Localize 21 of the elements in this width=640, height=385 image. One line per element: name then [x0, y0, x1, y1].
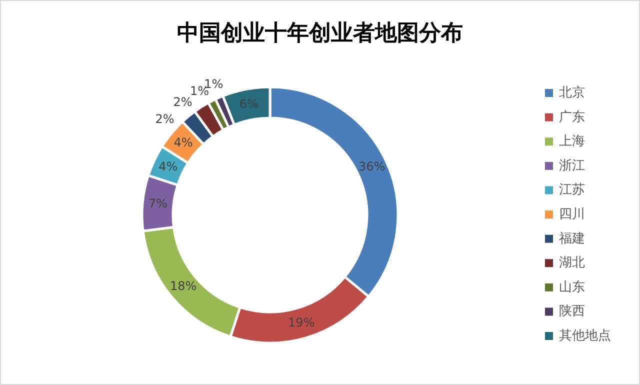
- legend-label: 江苏: [559, 182, 585, 198]
- legend-label: 山东: [559, 280, 585, 295]
- legend-label: 湖北: [559, 256, 585, 271]
- legend-label: 陕西: [559, 304, 585, 320]
- legend-label: 上海: [559, 134, 585, 150]
- chart-title: 中国创业十年创业者地图分布: [177, 21, 463, 46]
- data-label: 36%: [358, 159, 386, 174]
- data-label: 2%: [155, 112, 174, 126]
- legend-label: 浙江: [559, 158, 585, 174]
- legend-label: 四川: [559, 207, 585, 222]
- legend-label: 广东: [559, 110, 585, 125]
- data-label: 19%: [288, 315, 315, 330]
- data-label: 6%: [239, 96, 258, 111]
- data-label: 7%: [148, 196, 168, 211]
- data-label: 4%: [158, 159, 178, 174]
- data-label: 4%: [174, 136, 193, 150]
- legend-label: 北京: [559, 86, 585, 101]
- legend-label: 其他地点: [559, 328, 611, 344]
- legend-label: 福建: [559, 231, 585, 246]
- data-label: 2%: [173, 95, 192, 110]
- data-label: 18%: [170, 278, 197, 293]
